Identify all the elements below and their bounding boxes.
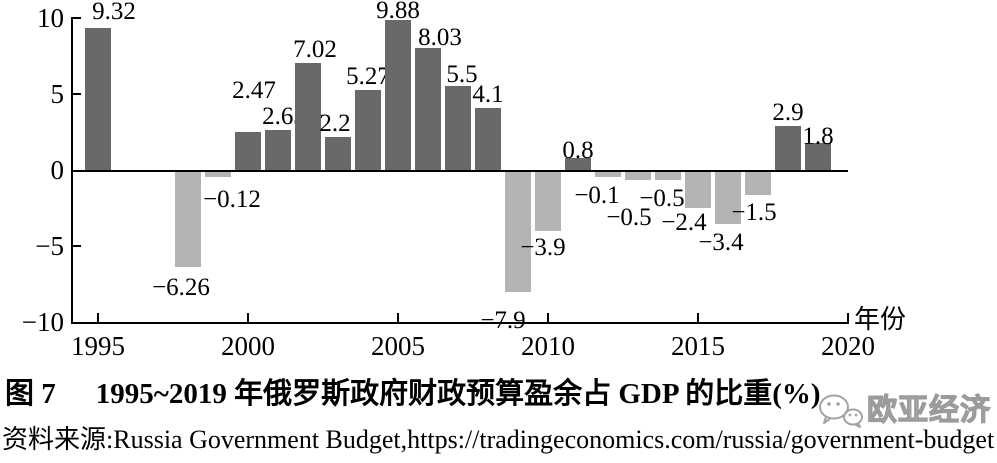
source-text: Russia Government Budget,https://trading… xyxy=(113,425,995,454)
y-tick xyxy=(72,245,81,247)
y-tick-label: −10 xyxy=(21,307,64,337)
source-label: 资料来源: xyxy=(2,425,114,454)
watermark: 欧亚经济 xyxy=(818,393,991,429)
bar-value-label-2004: 5.27 xyxy=(346,62,390,90)
bar-value-label-1995: 9.32 xyxy=(92,0,136,26)
bar-value-label-2003: 2.2 xyxy=(319,109,351,137)
bar-2011 xyxy=(565,157,591,170)
x-tick-label: 2020 xyxy=(821,331,875,361)
bar-2009 xyxy=(505,172,531,293)
y-tick-label: −5 xyxy=(35,231,64,261)
wechat-icon xyxy=(819,394,863,428)
bar-value-label-2010: −3.9 xyxy=(520,234,566,262)
x-axis-line xyxy=(71,322,849,324)
bar-value-label-2002: 7.02 xyxy=(293,36,337,64)
x-tick-label: 1995 xyxy=(71,331,125,361)
bar-value-label-2000: 2.47 xyxy=(232,77,276,105)
bar-2016 xyxy=(715,172,741,224)
x-tick-label: 2005 xyxy=(371,331,425,361)
bar-2002 xyxy=(295,63,321,170)
x-axis-title: 年份 xyxy=(854,305,907,334)
x-tick xyxy=(847,313,849,322)
figure-number: 图 7 xyxy=(5,378,56,410)
y-tick xyxy=(72,93,81,95)
bar-value-label-2012: −0.1 xyxy=(574,182,620,209)
bar-1998 xyxy=(175,172,201,268)
x-tick-label: 2015 xyxy=(671,331,725,361)
figure-caption: 图 7 1995~2019 年俄罗斯政府财政预算盈余占 GDP 的比重(%) xyxy=(5,377,995,411)
bar-2012 xyxy=(595,172,621,177)
bar-2003 xyxy=(325,136,351,170)
x-tick xyxy=(397,313,399,322)
bar-2000 xyxy=(235,132,261,170)
bar-value-label-2005: 9.88 xyxy=(376,0,420,24)
bar-2017 xyxy=(745,172,771,195)
bar-2008 xyxy=(475,107,501,170)
watermark-text: 欧亚经济 xyxy=(866,393,991,427)
bar-2005 xyxy=(385,19,411,170)
bar-value-label-2009: −7.9 xyxy=(480,307,526,335)
y-tick-label: 0 xyxy=(50,155,65,185)
zero-line xyxy=(72,170,848,172)
y-tick-label: 10 xyxy=(37,3,64,33)
y-tick-label: 5 xyxy=(50,79,65,109)
bar-2004 xyxy=(355,89,381,170)
bar-value-label-2018: 2.9 xyxy=(772,98,804,126)
x-tick-label: 2010 xyxy=(521,331,575,361)
x-tick xyxy=(247,313,249,322)
bar-1999 xyxy=(205,172,231,177)
bar-value-label-2006: 8.03 xyxy=(418,23,462,51)
x-tick xyxy=(697,313,699,322)
bar-value-label-2014: −0.5 xyxy=(639,184,685,212)
bar-value-label-2015: −2.4 xyxy=(661,209,707,237)
bar-2014 xyxy=(655,172,681,180)
bar-2013 xyxy=(625,172,651,180)
bar-value-label-2008: 4.1 xyxy=(472,80,504,108)
source-line: 资料来源:Russia Government Budget,https://tr… xyxy=(2,424,997,456)
bar-chart: 年份 10 5 0 −5 −10 1995 2000 2005 2010 2015 2020 9.32… xyxy=(21,0,907,361)
bar-2019 xyxy=(805,142,831,170)
bar-2007 xyxy=(445,86,471,170)
x-tick xyxy=(97,313,99,322)
bar-2006 xyxy=(415,47,441,170)
bar-value-label-2019: 1.8 xyxy=(802,122,834,150)
bar-value-label-1998: −6.26 xyxy=(152,274,210,302)
figure-title: 1995~2019 年俄罗斯政府财政预算盈余占 GDP 的比重(%) xyxy=(95,378,821,410)
bar-value-label-2016: −3.4 xyxy=(698,228,744,256)
bar-value-label-1999: −0.12 xyxy=(203,186,261,213)
bar-2001 xyxy=(265,130,291,170)
bar-1995 xyxy=(85,28,111,170)
bar-value-label-2007: 5.5 xyxy=(446,61,478,89)
x-tick xyxy=(547,313,549,322)
x-tick-label: 2000 xyxy=(221,331,275,361)
bar-value-label-2011: 0.8 xyxy=(562,136,594,164)
bar-value-label-2013: −0.5 xyxy=(606,203,652,231)
bar-2018 xyxy=(775,125,801,170)
y-tick xyxy=(72,17,81,19)
bar-2010 xyxy=(535,172,561,232)
bar-value-label-2017: −1.5 xyxy=(731,198,777,226)
bar-2015 xyxy=(685,172,711,209)
